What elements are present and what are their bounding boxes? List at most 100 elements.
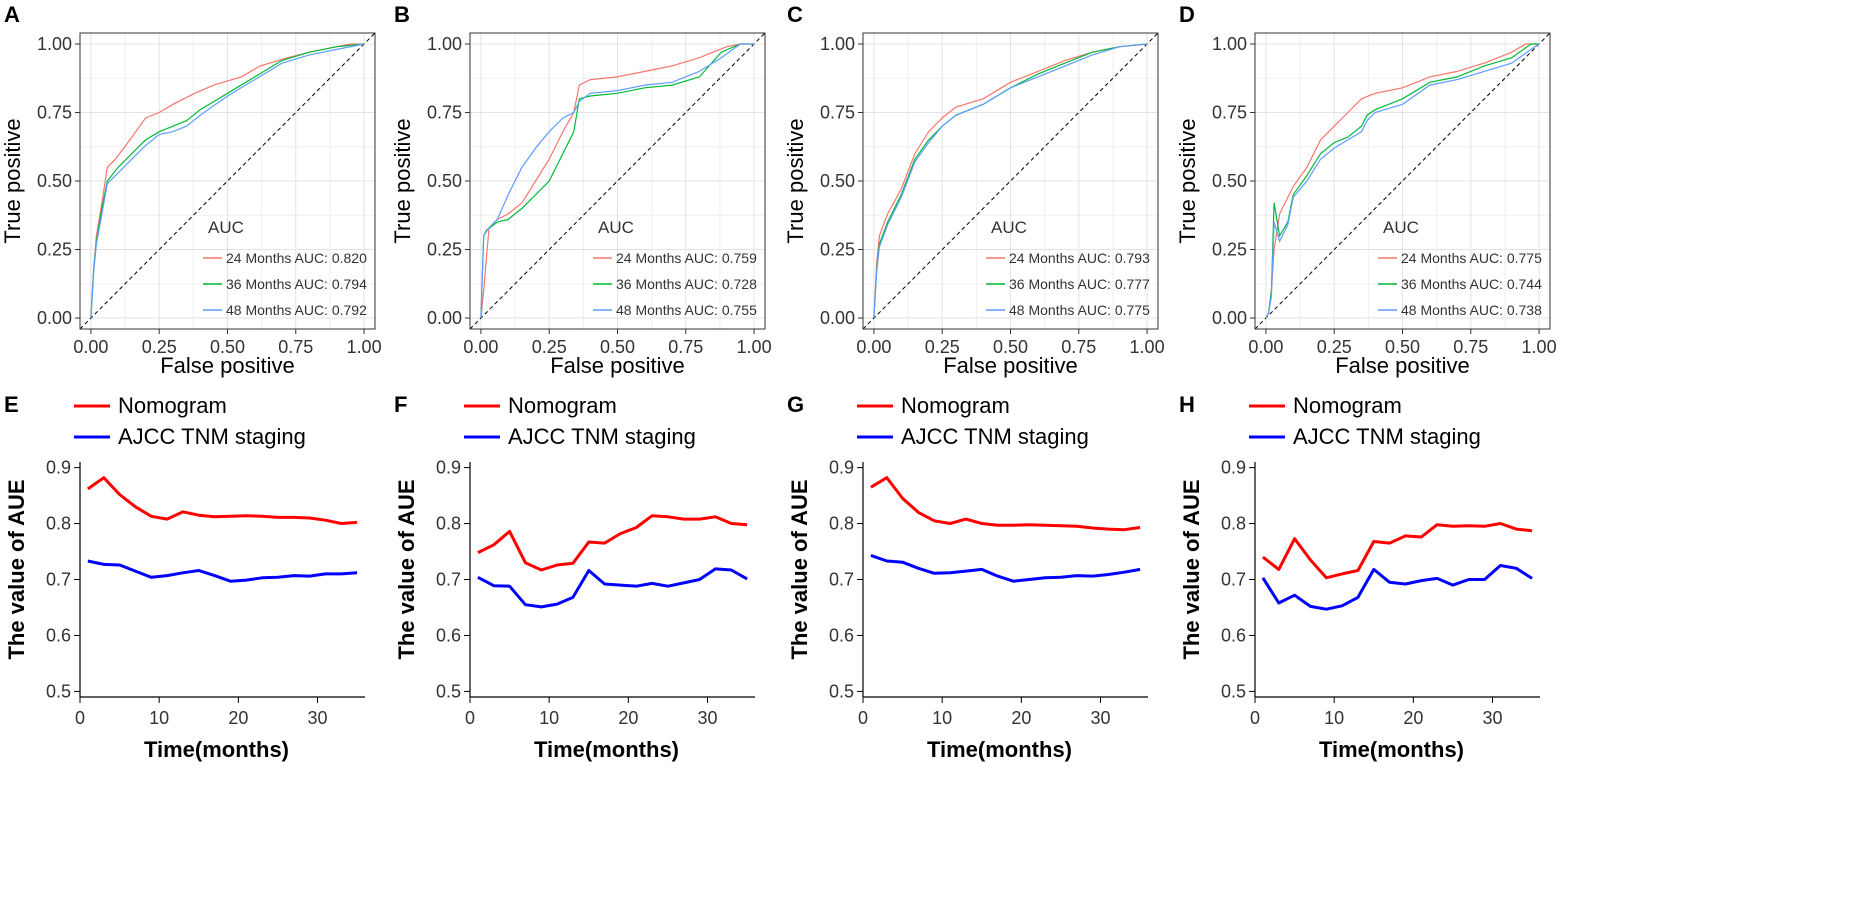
x-tick-label: 0 <box>1250 708 1260 728</box>
panel-b: B 0.00 0.25 0.50 0.75 1.00 0.00 0.25 0.50 0.75 1.0… <box>390 2 772 378</box>
legend-label: AJCC TNM staging <box>508 424 696 449</box>
roc-curve <box>480 43 755 319</box>
legend-label: 36 Months AUC: 0.777 <box>1009 276 1150 292</box>
y-tick-label: 0.00 <box>37 308 72 328</box>
y-axis-title: The value of AUE <box>787 479 812 659</box>
x-axis-title: Time(months) <box>927 737 1072 762</box>
x-tick-label: 0 <box>858 708 868 728</box>
x-axis-title: False positive <box>943 353 1078 378</box>
legend-label: 36 Months AUC: 0.794 <box>226 276 367 292</box>
x-tick-label: 20 <box>1403 708 1423 728</box>
x-tick-label: 0.50 <box>210 337 245 357</box>
y-tick-label: 0.5 <box>46 681 71 701</box>
y-tick-label: 0.5 <box>1221 681 1246 701</box>
x-tick-label: 0 <box>465 708 475 728</box>
legend-label: 48 Months AUC: 0.738 <box>1401 302 1542 318</box>
x-tick-label: 0.00 <box>856 337 891 357</box>
y-tick-label: 0.7 <box>829 570 854 590</box>
y-tick-label: 0.00 <box>820 308 855 328</box>
legend-title: AUC <box>598 218 634 237</box>
panel-letter: A <box>4 2 20 27</box>
aue-line <box>87 476 358 525</box>
panel-a: A 0.00 0.25 0.50 0.75 1.00 0.00 0.25 0.50 0.75 1.0… <box>0 2 382 378</box>
y-tick-label: 0.25 <box>37 240 72 260</box>
y-axis-title: The value of AUE <box>394 479 419 659</box>
panel-g: G 0 10 20 30 0.5 0.6 0.7 0.8 0.9 Nomogram AJCC TNM … <box>787 392 1148 762</box>
y-tick-label: 0.9 <box>1221 458 1246 478</box>
aue-line <box>870 476 1141 532</box>
x-tick-label: 0.00 <box>1248 337 1283 357</box>
x-axis-title: False positive <box>1335 353 1470 378</box>
x-tick-label: 0.50 <box>1385 337 1420 357</box>
panel-letter: C <box>787 2 803 27</box>
roc-curve <box>1265 43 1540 319</box>
x-tick-label: 1.00 <box>737 337 772 357</box>
y-tick-label: 0.5 <box>829 681 854 701</box>
panel-e: E 0 10 20 30 0.5 0.6 0.7 0.8 0.9 Nomogram AJCC TNM … <box>4 392 365 762</box>
y-tick-label: 0.7 <box>436 570 461 590</box>
y-tick-label: 0.50 <box>37 171 72 191</box>
panel-letter: F <box>394 392 407 417</box>
x-tick-label: 30 <box>1090 708 1110 728</box>
legend-title: AUC <box>208 218 244 237</box>
x-axis-title: False positive <box>550 353 685 378</box>
aue-line <box>870 553 1141 583</box>
y-tick-label: 0.6 <box>46 625 71 645</box>
aue-line <box>477 514 748 572</box>
x-tick-label: 1.00 <box>347 337 382 357</box>
x-tick-label: 10 <box>932 708 952 728</box>
legend-title: AUC <box>1383 218 1419 237</box>
x-tick-label: 0.00 <box>463 337 498 357</box>
x-tick-label: 10 <box>149 708 169 728</box>
x-tick-label: 20 <box>1011 708 1031 728</box>
x-tick-label: 10 <box>1324 708 1344 728</box>
legend-label: Nomogram <box>1293 393 1402 418</box>
panel-letter: D <box>1179 2 1195 27</box>
aue-line <box>87 559 358 583</box>
aue-line <box>477 567 748 609</box>
y-tick-label: 0.7 <box>1221 570 1246 590</box>
roc-curve <box>90 43 365 319</box>
y-tick-label: 0.75 <box>37 102 72 122</box>
legend-label: 24 Months AUC: 0.759 <box>616 250 757 266</box>
x-tick-label: 30 <box>697 708 717 728</box>
y-tick-label: 1.00 <box>427 34 462 54</box>
x-tick-label: 0.25 <box>142 337 177 357</box>
x-tick-label: 0.75 <box>278 337 313 357</box>
x-tick-label: 0.75 <box>1061 337 1096 357</box>
legend-title: AUC <box>991 218 1027 237</box>
x-tick-label: 1.00 <box>1522 337 1557 357</box>
y-tick-label: 0.8 <box>46 514 71 534</box>
legend-label: 48 Months AUC: 0.792 <box>226 302 367 318</box>
x-axis-title: False positive <box>160 353 295 378</box>
x-tick-label: 0.75 <box>1453 337 1488 357</box>
y-axis-title: True positive <box>783 118 808 243</box>
y-tick-label: 0.25 <box>820 240 855 260</box>
panel-letter: B <box>394 2 410 27</box>
panel-letter: E <box>4 392 19 417</box>
x-axis-title: Time(months) <box>1319 737 1464 762</box>
legend-label: 36 Months AUC: 0.728 <box>616 276 757 292</box>
legend-label: 24 Months AUC: 0.820 <box>226 250 367 266</box>
panel-h: H 0 10 20 30 0.5 0.6 0.7 0.8 0.9 Nomogram AJCC TNM … <box>1179 392 1540 762</box>
roc-curve <box>90 43 365 319</box>
legend-label: 48 Months AUC: 0.775 <box>1009 302 1150 318</box>
x-tick-label: 0.75 <box>668 337 703 357</box>
x-tick-label: 20 <box>618 708 638 728</box>
y-tick-label: 1.00 <box>820 34 855 54</box>
y-tick-label: 0.8 <box>829 514 854 534</box>
legend-label: AJCC TNM staging <box>1293 424 1481 449</box>
y-tick-label: 0.6 <box>829 625 854 645</box>
legend-label: 24 Months AUC: 0.793 <box>1009 250 1150 266</box>
panel-letter: G <box>787 392 804 417</box>
x-tick-label: 0.50 <box>993 337 1028 357</box>
roc-curve <box>1265 43 1540 319</box>
y-tick-label: 0.7 <box>46 570 71 590</box>
y-axis-title: The value of AUE <box>1179 479 1204 659</box>
legend-label: Nomogram <box>118 393 227 418</box>
y-tick-label: 0.5 <box>436 681 461 701</box>
x-tick-label: 30 <box>307 708 327 728</box>
y-tick-label: 0.50 <box>1212 171 1247 191</box>
y-tick-label: 0.9 <box>436 458 461 478</box>
roc-curve <box>873 43 1148 319</box>
